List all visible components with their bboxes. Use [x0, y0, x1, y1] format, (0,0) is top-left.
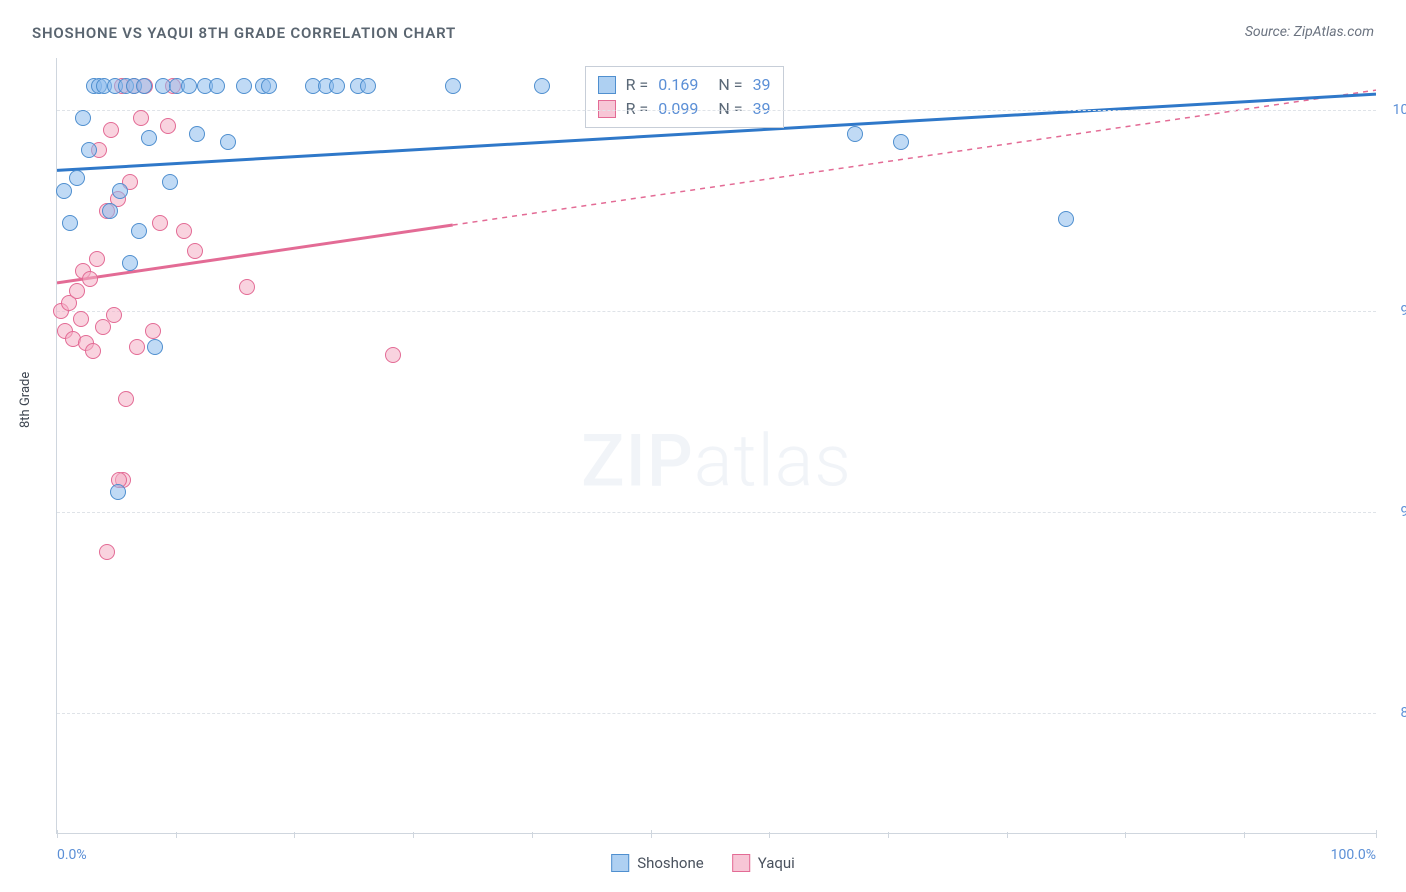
data-point — [209, 78, 225, 94]
data-point — [122, 255, 138, 271]
data-point — [162, 174, 178, 190]
x-minor-tick — [176, 832, 177, 838]
source-label: Source: ZipAtlas.com — [1245, 24, 1374, 40]
data-point — [152, 215, 168, 231]
data-point — [1058, 211, 1074, 227]
data-point — [133, 110, 149, 126]
r-label: R = — [626, 73, 649, 97]
data-point — [112, 183, 128, 199]
y-tick-label: 100.0% — [1393, 102, 1406, 118]
data-point — [239, 279, 255, 295]
data-point — [99, 544, 115, 560]
data-point — [360, 78, 376, 94]
r-label: R = — [626, 97, 649, 121]
gridline — [57, 110, 1376, 111]
scatter-plot: ZIPatlas R = 0.169 N = 39 R = 0.099 N = … — [56, 58, 1376, 834]
data-point — [189, 126, 205, 142]
correlation-info-box: R = 0.169 N = 39 R = 0.099 N = 39 — [585, 66, 784, 128]
data-point — [81, 142, 97, 158]
gridline — [57, 311, 1376, 312]
data-point — [261, 78, 277, 94]
data-point — [385, 347, 401, 363]
data-point — [85, 343, 101, 359]
x-major-tick — [651, 830, 652, 838]
gridline — [57, 512, 1376, 513]
data-point — [62, 215, 78, 231]
data-point — [56, 183, 72, 199]
x-tick-label: 100.0% — [1331, 847, 1376, 863]
swatch-yaqui-icon — [598, 100, 616, 118]
data-point — [893, 134, 909, 150]
n-value-shoshone: 39 — [753, 73, 771, 97]
data-point — [89, 251, 105, 267]
data-point — [534, 78, 550, 94]
r-value-yaqui: 0.099 — [658, 97, 698, 121]
x-minor-tick — [1244, 832, 1245, 838]
data-point — [136, 78, 152, 94]
data-point — [220, 134, 236, 150]
r-value-shoshone: 0.169 — [658, 73, 698, 97]
n-label: N = — [718, 73, 742, 97]
data-point — [129, 339, 145, 355]
data-point — [82, 271, 98, 287]
data-point — [103, 122, 119, 138]
x-minor-tick — [769, 832, 770, 838]
chart-title: SHOSHONE VS YAQUI 8TH GRADE CORRELATION … — [32, 24, 456, 42]
n-label: N = — [718, 97, 742, 121]
data-point — [131, 223, 147, 239]
data-point — [445, 78, 461, 94]
swatch-shoshone-icon — [598, 76, 616, 94]
n-value-yaqui: 39 — [753, 97, 771, 121]
data-point — [106, 307, 122, 323]
x-major-tick — [57, 830, 58, 838]
x-minor-tick — [888, 832, 889, 838]
data-point — [102, 203, 118, 219]
data-point — [176, 223, 192, 239]
x-minor-tick — [532, 832, 533, 838]
y-tick-label: 95.0% — [1400, 303, 1406, 319]
x-minor-tick — [1007, 832, 1008, 838]
data-point — [145, 323, 161, 339]
trendlines-svg — [57, 58, 1376, 833]
data-point — [75, 110, 91, 126]
data-point — [147, 339, 163, 355]
legend-label-yaqui: Yaqui — [758, 854, 795, 872]
data-point — [236, 78, 252, 94]
data-point — [69, 283, 85, 299]
data-point — [847, 126, 863, 142]
data-point — [160, 118, 176, 134]
data-point — [329, 78, 345, 94]
data-point — [187, 243, 203, 259]
data-point — [73, 311, 89, 327]
data-point — [69, 170, 85, 186]
x-minor-tick — [413, 832, 414, 838]
x-major-tick — [1376, 830, 1377, 838]
legend-swatch-shoshone-icon — [611, 854, 629, 872]
legend: Shoshone Yaqui — [611, 854, 795, 872]
data-point — [110, 484, 126, 500]
data-point — [141, 130, 157, 146]
y-tick-label: 85.0% — [1400, 705, 1406, 721]
data-point — [118, 391, 134, 407]
legend-swatch-yaqui-icon — [732, 854, 750, 872]
x-minor-tick — [1125, 832, 1126, 838]
legend-label-shoshone: Shoshone — [637, 854, 704, 872]
gridline — [57, 713, 1376, 714]
y-tick-label: 90.0% — [1400, 504, 1406, 520]
data-point — [181, 78, 197, 94]
y-axis-label: 8th Grade — [18, 372, 33, 428]
x-tick-label: 0.0% — [57, 847, 87, 863]
x-minor-tick — [294, 832, 295, 838]
